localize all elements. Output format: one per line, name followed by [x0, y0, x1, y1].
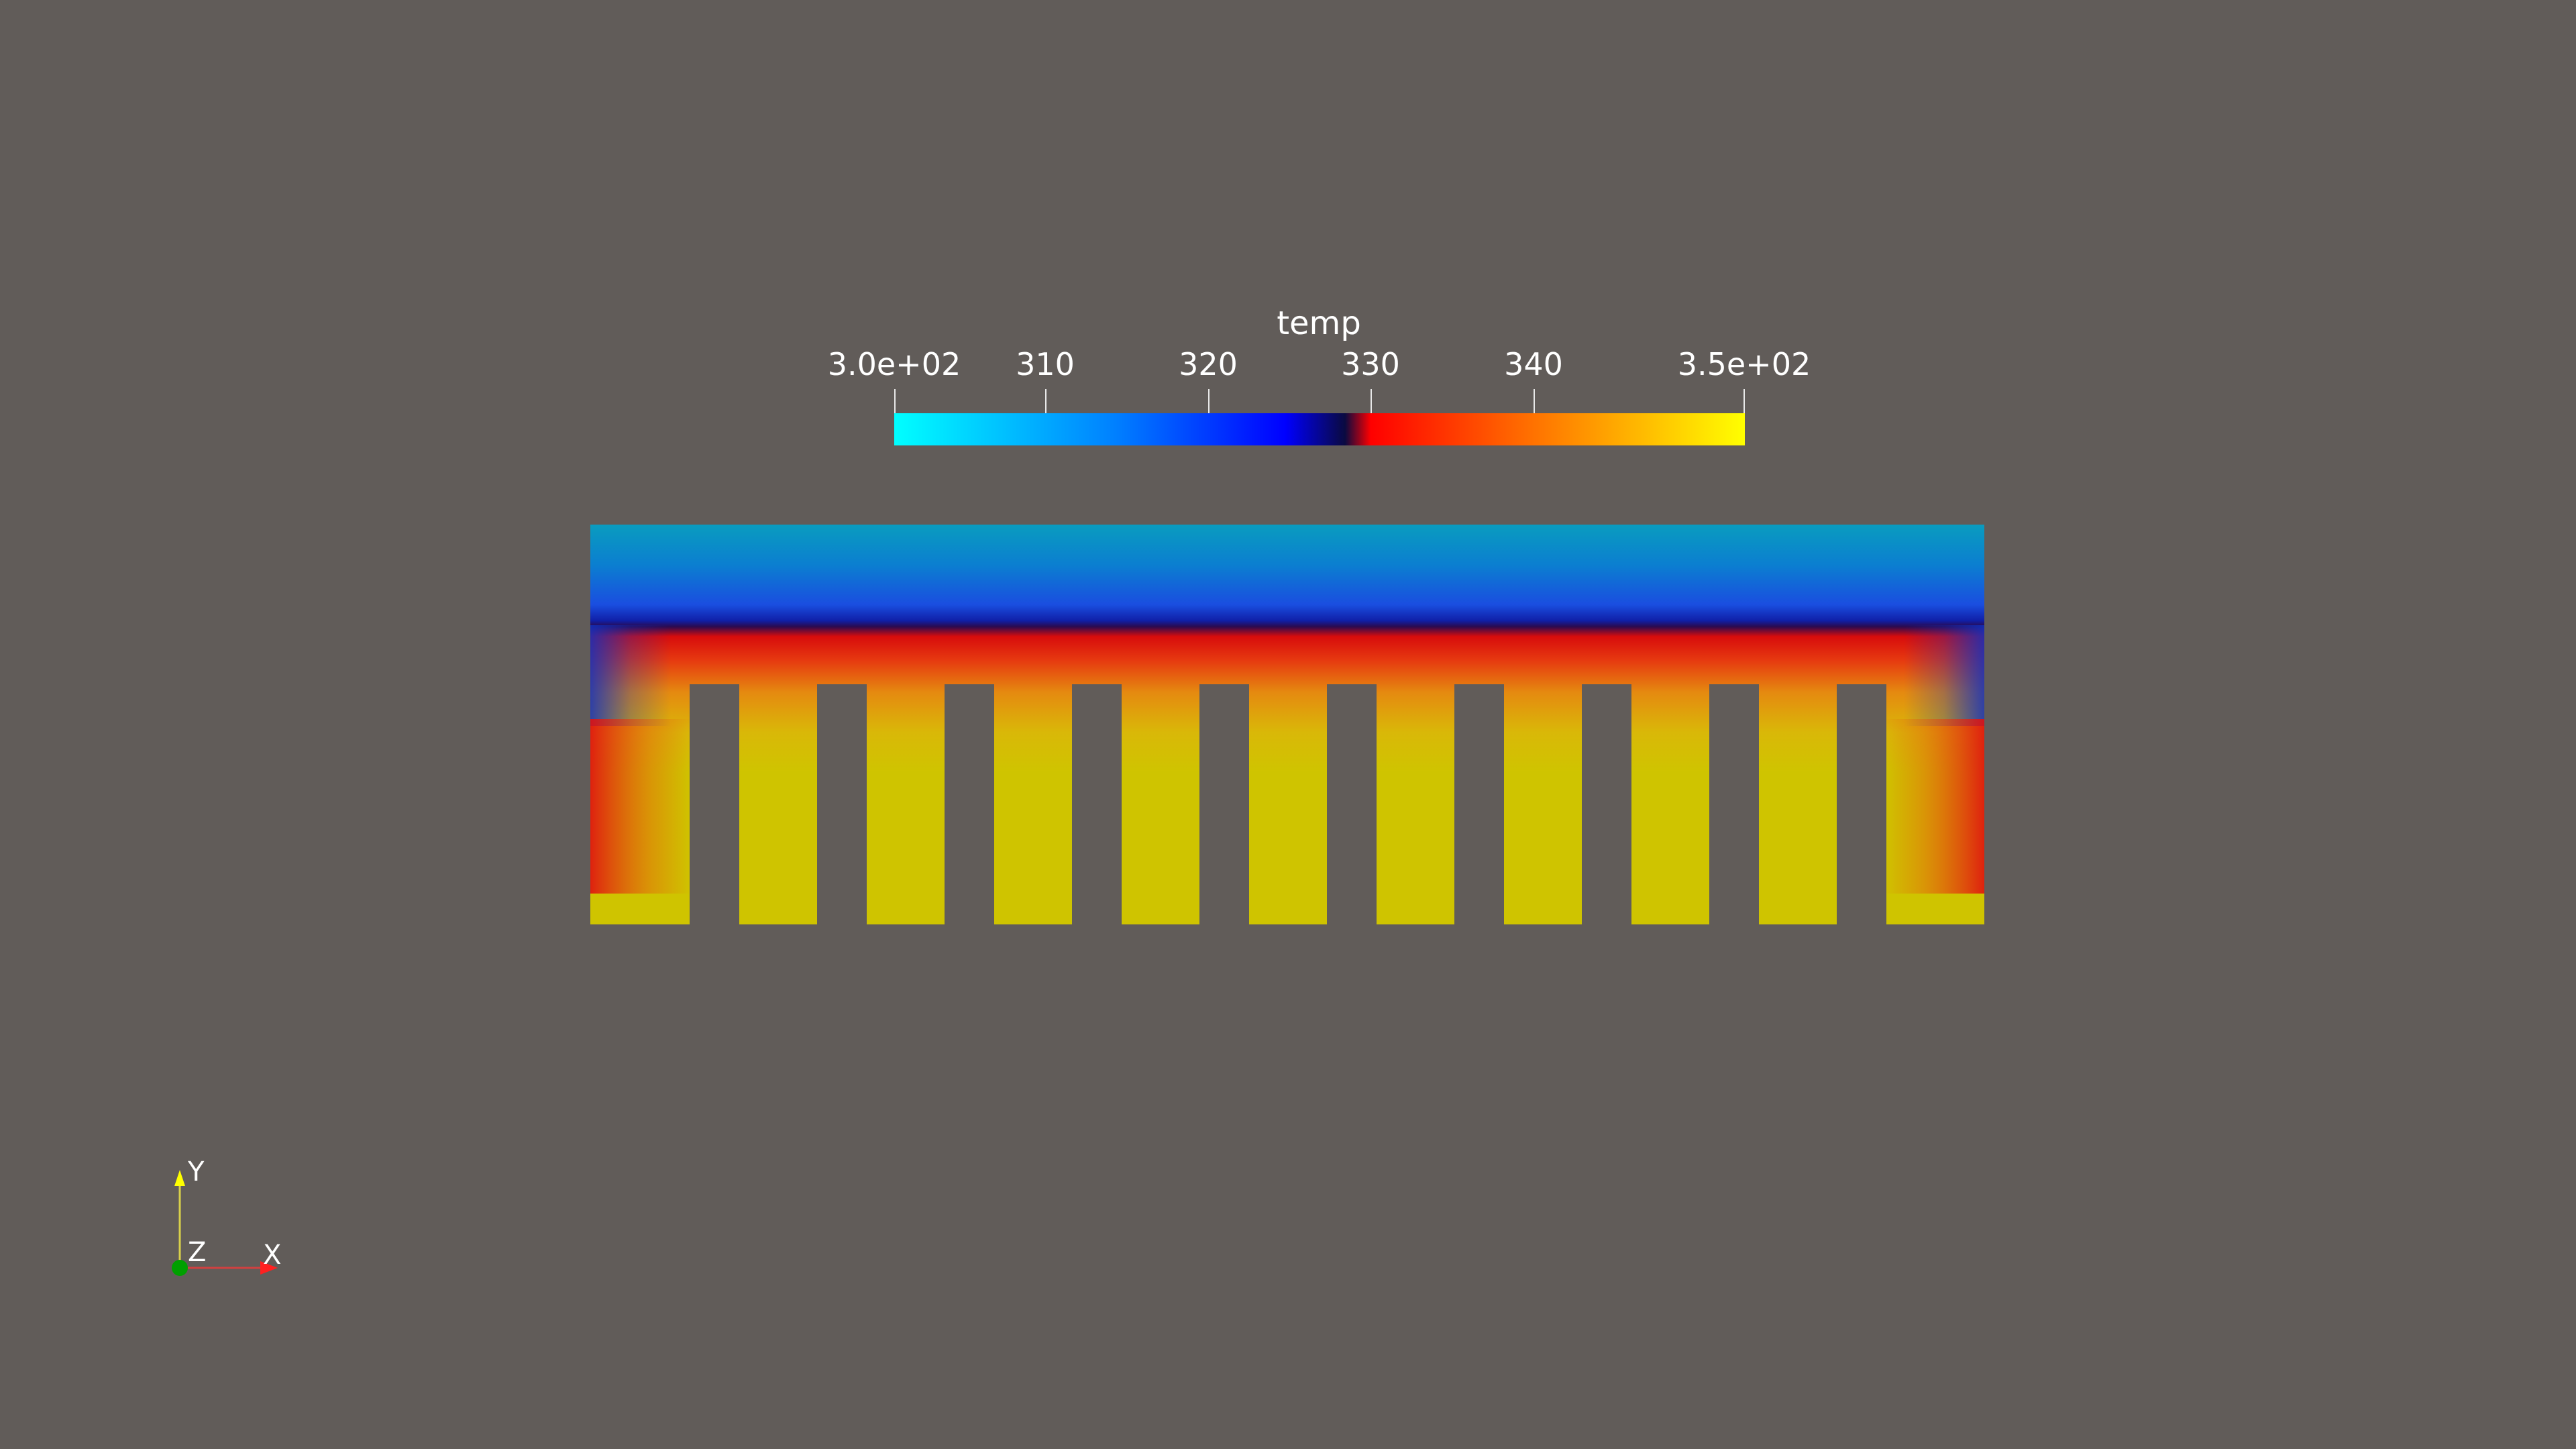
left-hot-region: [590, 719, 691, 894]
scalar-bar-tick-mark: [1743, 389, 1745, 413]
scalar-bar-tick-mark: [1534, 389, 1535, 413]
x-axis-arrow-icon: [260, 1261, 278, 1275]
scalar-bar-tick-label: 310: [1016, 346, 1075, 382]
scalar-bar-tick-label: 3.0e+02: [827, 346, 961, 382]
fin-slot: [690, 684, 739, 924]
scalar-bar-tick-label: 320: [1179, 346, 1238, 382]
right-hot-region: [1884, 719, 1984, 894]
fin-slots: [690, 684, 1886, 924]
scalar-bar-gradient: [894, 413, 1745, 445]
scalar-bar-tick-mark: [1208, 389, 1210, 413]
scalar-bar-title: temp: [1277, 305, 1361, 342]
fin-slot: [945, 684, 994, 924]
scalar-bar-tick-label: 3.5e+02: [1677, 346, 1811, 382]
x-axis-label: X: [263, 1240, 281, 1271]
fin-slot: [1454, 684, 1504, 924]
fin-slot: [1199, 684, 1249, 924]
temperature-field-plot[interactable]: [590, 525, 1984, 924]
fluid-domain: [590, 525, 1984, 924]
left-cool-region: [590, 625, 671, 726]
scalar-bar-tick-mark: [1371, 389, 1372, 413]
y-axis-arrow-icon: [174, 1170, 185, 1186]
fin-slot: [1837, 684, 1886, 924]
fin-slot: [1327, 684, 1377, 924]
fin-slot: [1709, 684, 1759, 924]
orientation-axes: Y Z X: [172, 1157, 281, 1276]
z-axis-dot-icon: [172, 1260, 188, 1276]
y-axis-label: Y: [187, 1157, 205, 1187]
z-axis-label: Z: [188, 1237, 206, 1268]
scalar-bar-tick-mark: [894, 389, 896, 413]
fin-slot: [817, 684, 867, 924]
scalar-bar-tick-label: 340: [1504, 346, 1563, 382]
fin-slot: [1582, 684, 1631, 924]
scalar-bar-tick-label: 330: [1341, 346, 1400, 382]
scalar-bar-tick-mark: [1045, 389, 1046, 413]
right-cool-region: [1904, 625, 1984, 726]
fin-slot: [1072, 684, 1122, 924]
